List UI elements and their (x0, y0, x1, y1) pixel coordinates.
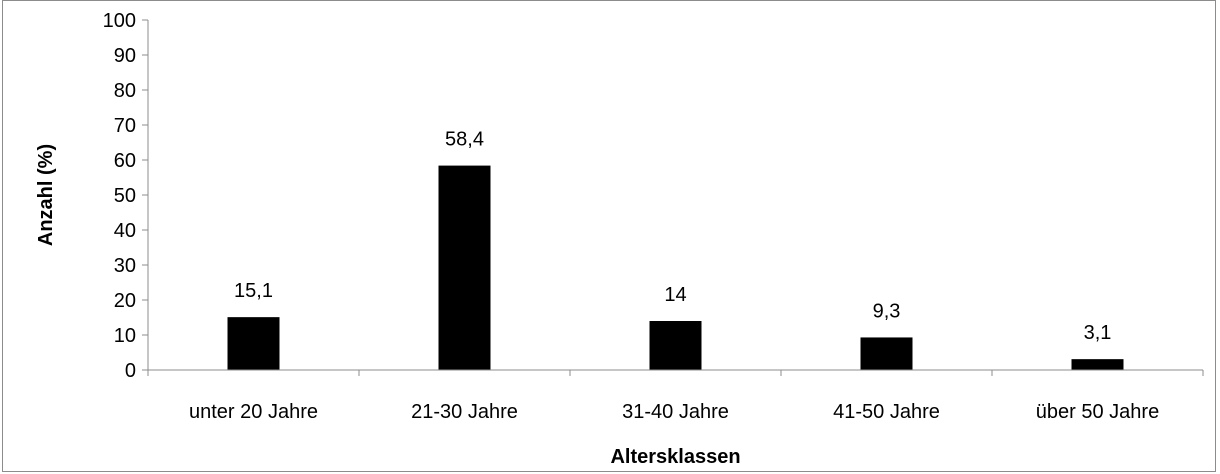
bar (438, 165, 491, 370)
data-label: 58,4 (445, 129, 484, 151)
data-label: 3,1 (1084, 322, 1112, 344)
x-category-label: 21-30 Jahre (411, 401, 518, 423)
bar (860, 337, 913, 370)
y-tick-label: 100 (103, 10, 136, 32)
y-tick-label: 60 (114, 150, 136, 172)
x-axis-title: Altersklassen (610, 446, 740, 468)
bars (227, 165, 1124, 370)
y-tick-label: 0 (125, 360, 136, 382)
x-category-label: 41-50 Jahre (833, 401, 940, 423)
x-category-label: über 50 Jahre (1036, 401, 1159, 423)
x-category-label: 31-40 Jahre (622, 401, 729, 423)
y-tick-label: 40 (114, 220, 136, 242)
y-tick-label: 90 (114, 45, 136, 67)
axes (147, 20, 1204, 376)
y-tick-label: 70 (114, 115, 136, 137)
y-tick-label: 80 (114, 80, 136, 102)
x-axis-labels: unter 20 Jahre 21-30 Jahre 31-40 Jahre 41-5… (189, 401, 1159, 423)
data-label: 15,1 (234, 280, 273, 302)
y-tick-label: 50 (114, 185, 136, 207)
data-label: 9,3 (873, 300, 901, 322)
x-category-label: unter 20 Jahre (189, 401, 318, 423)
bar (227, 317, 280, 370)
y-tick-label: 20 (114, 290, 136, 312)
y-axis-title: Anzahl (%) (35, 144, 57, 246)
data-label: 14 (664, 284, 686, 306)
y-tick-label: 10 (114, 325, 136, 347)
y-tick-label: 30 (114, 255, 136, 277)
bar (1071, 359, 1124, 370)
bar (649, 321, 702, 370)
data-labels: 15,1 58,4 14 9,3 3,1 (234, 129, 1111, 345)
y-axis-ticks: 0 10 20 30 40 50 60 70 80 90 100 (103, 10, 148, 382)
